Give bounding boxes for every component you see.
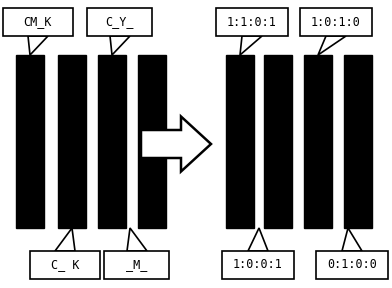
- Polygon shape: [110, 36, 130, 55]
- Text: _M_: _M_: [126, 259, 148, 272]
- FancyBboxPatch shape: [216, 8, 288, 36]
- Text: C_ K: C_ K: [51, 259, 79, 272]
- Text: 1:0:0:1: 1:0:0:1: [233, 259, 283, 272]
- FancyBboxPatch shape: [30, 251, 100, 279]
- Polygon shape: [248, 228, 268, 251]
- Bar: [344, 55, 372, 228]
- Polygon shape: [55, 228, 75, 251]
- Polygon shape: [127, 228, 147, 251]
- Polygon shape: [240, 36, 262, 55]
- Bar: [226, 55, 254, 228]
- Bar: [264, 55, 292, 228]
- Polygon shape: [28, 36, 48, 55]
- FancyBboxPatch shape: [3, 8, 73, 36]
- Bar: [304, 55, 332, 228]
- FancyBboxPatch shape: [105, 251, 169, 279]
- Bar: [138, 55, 166, 228]
- Text: 0:1:0:0: 0:1:0:0: [327, 259, 377, 272]
- Text: 1:0:1:0: 1:0:1:0: [311, 16, 361, 29]
- Text: 1:1:0:1: 1:1:0:1: [227, 16, 277, 29]
- Text: C_Y_: C_Y_: [106, 16, 134, 29]
- FancyBboxPatch shape: [316, 251, 388, 279]
- FancyBboxPatch shape: [222, 251, 294, 279]
- FancyBboxPatch shape: [87, 8, 152, 36]
- Bar: [58, 55, 86, 228]
- Polygon shape: [141, 117, 211, 171]
- Polygon shape: [318, 36, 346, 55]
- Bar: [98, 55, 126, 228]
- Text: CM_K: CM_K: [24, 16, 52, 29]
- Polygon shape: [342, 228, 362, 251]
- Bar: [16, 55, 44, 228]
- FancyBboxPatch shape: [300, 8, 372, 36]
